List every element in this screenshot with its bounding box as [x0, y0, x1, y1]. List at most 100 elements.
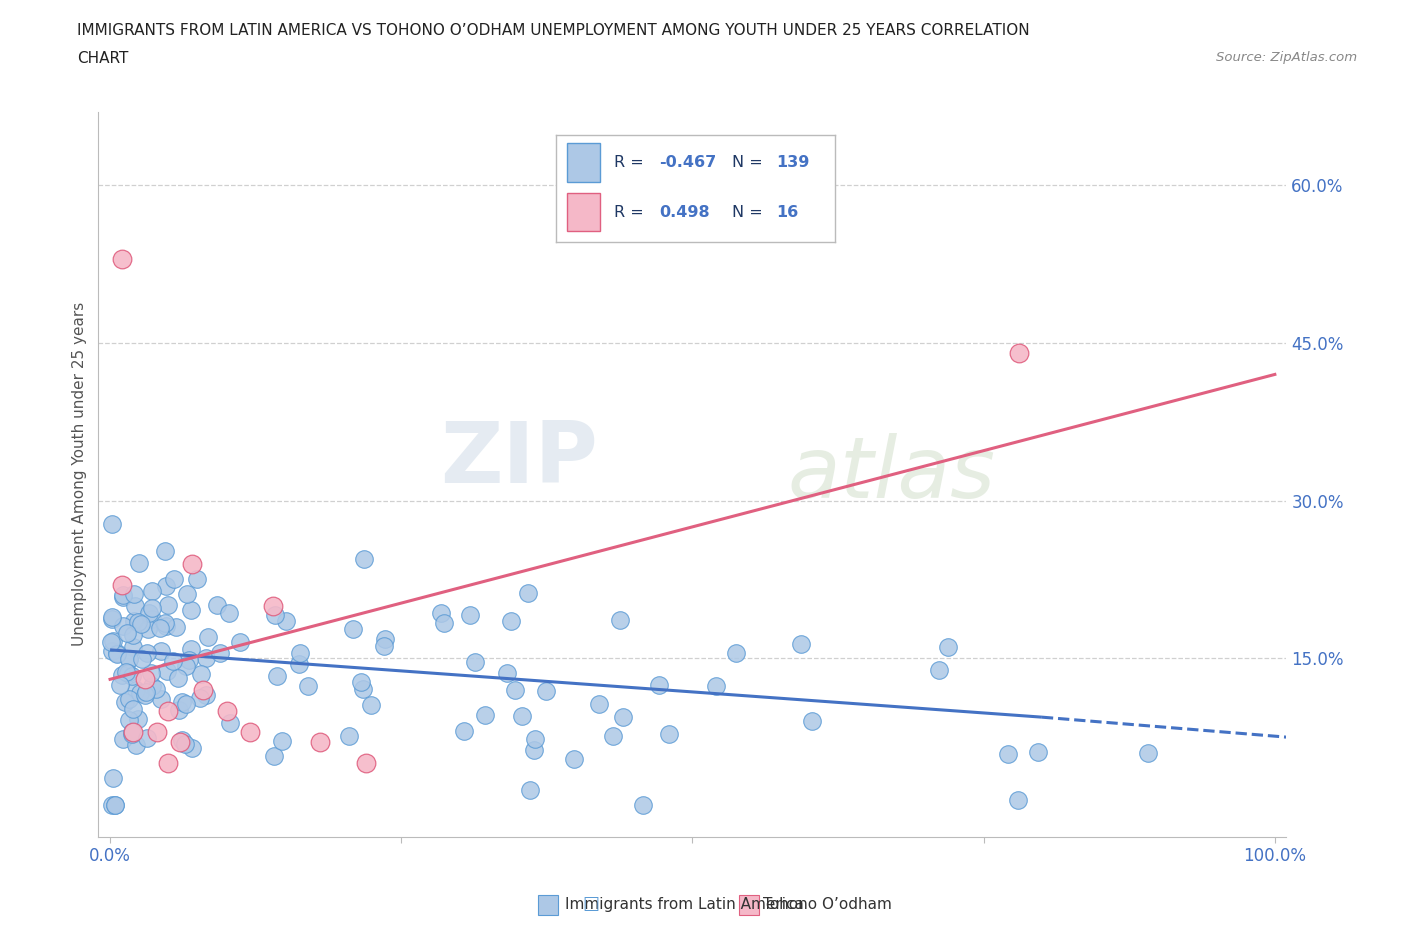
Point [149, 692, 172, 707]
Point [523, 742, 546, 757]
Text: Immigrants from Latin America: Immigrants from Latin America [565, 897, 804, 912]
Point [101, 633, 124, 648]
Point [127, 614, 149, 629]
Point [229, 634, 252, 649]
Point [122, 627, 145, 642]
Point [194, 651, 217, 666]
Point [266, 669, 288, 684]
Text: Tohono O’odham: Tohono O’odham [762, 897, 891, 912]
Point [464, 655, 486, 670]
Point [134, 687, 156, 702]
Point [308, 735, 330, 750]
Point [631, 798, 654, 813]
Point [188, 691, 211, 706]
Point [111, 731, 134, 746]
Point [337, 728, 360, 743]
Point [181, 741, 204, 756]
Point [179, 652, 201, 667]
Point [101, 609, 124, 624]
Point [112, 618, 135, 633]
Point [118, 651, 141, 666]
Point [162, 654, 184, 669]
Point [562, 751, 585, 766]
Point [141, 612, 163, 627]
Point [167, 702, 190, 717]
Point [429, 605, 451, 620]
Point [155, 579, 177, 594]
Point [209, 645, 232, 660]
Point [997, 747, 1019, 762]
Point [145, 682, 167, 697]
Point [536, 684, 558, 698]
Point [111, 668, 134, 683]
Point [271, 734, 294, 749]
Point [936, 639, 959, 654]
Point [356, 756, 378, 771]
Text: □: □ [582, 895, 599, 913]
Point [134, 671, 156, 686]
Point [108, 678, 131, 693]
Point [169, 735, 191, 750]
Point [136, 646, 159, 661]
Point [121, 727, 143, 742]
Point [176, 587, 198, 602]
Point [503, 683, 526, 698]
Bar [740, 895, 759, 915]
Point [186, 572, 208, 587]
Point [112, 590, 135, 604]
Point [167, 671, 190, 685]
Point [519, 782, 541, 797]
Point [124, 599, 146, 614]
Point [118, 651, 141, 666]
Point [111, 251, 134, 266]
Point [474, 708, 496, 723]
Point [373, 639, 395, 654]
Point [156, 663, 179, 678]
Point [121, 640, 143, 655]
Point [180, 556, 202, 571]
Point [458, 607, 481, 622]
Point [360, 698, 382, 712]
Point [496, 665, 519, 680]
Point [118, 712, 141, 727]
Point [609, 612, 631, 627]
Y-axis label: Unemployment Among Youth under 25 years: Unemployment Among Youth under 25 years [72, 302, 87, 646]
Point [111, 578, 134, 592]
Point [149, 621, 172, 636]
Point [163, 571, 186, 586]
Point [218, 606, 240, 621]
Point [128, 685, 150, 700]
Point [501, 614, 523, 629]
Point [100, 634, 122, 649]
Point [157, 703, 180, 718]
Point [287, 657, 309, 671]
Point [170, 695, 193, 710]
Point [165, 619, 187, 634]
Point [190, 667, 212, 682]
Point [800, 713, 823, 728]
Bar [538, 895, 558, 915]
Point [117, 692, 139, 707]
Text: IMMIGRANTS FROM LATIN AMERICA VS TOHONO O’ODHAM UNEMPLOYMENT AMONG YOUTH UNDER 2: IMMIGRANTS FROM LATIN AMERICA VS TOHONO … [77, 23, 1031, 38]
Point [101, 771, 124, 786]
Point [433, 615, 456, 630]
Point [602, 728, 624, 743]
Point [239, 724, 262, 739]
Point [136, 622, 159, 637]
Point [352, 682, 374, 697]
Point [174, 737, 197, 751]
Point [141, 678, 163, 693]
Point [274, 614, 297, 629]
Point [453, 724, 475, 738]
Point [153, 544, 176, 559]
Point [342, 621, 364, 636]
Text: Source: ZipAtlas.com: Source: ZipAtlas.com [1216, 51, 1357, 64]
Point [121, 669, 143, 684]
Point [658, 726, 681, 741]
Point [350, 674, 373, 689]
Point [1026, 745, 1049, 760]
Point [205, 598, 228, 613]
Point [374, 631, 396, 646]
Point [174, 696, 197, 711]
Point [127, 711, 149, 726]
